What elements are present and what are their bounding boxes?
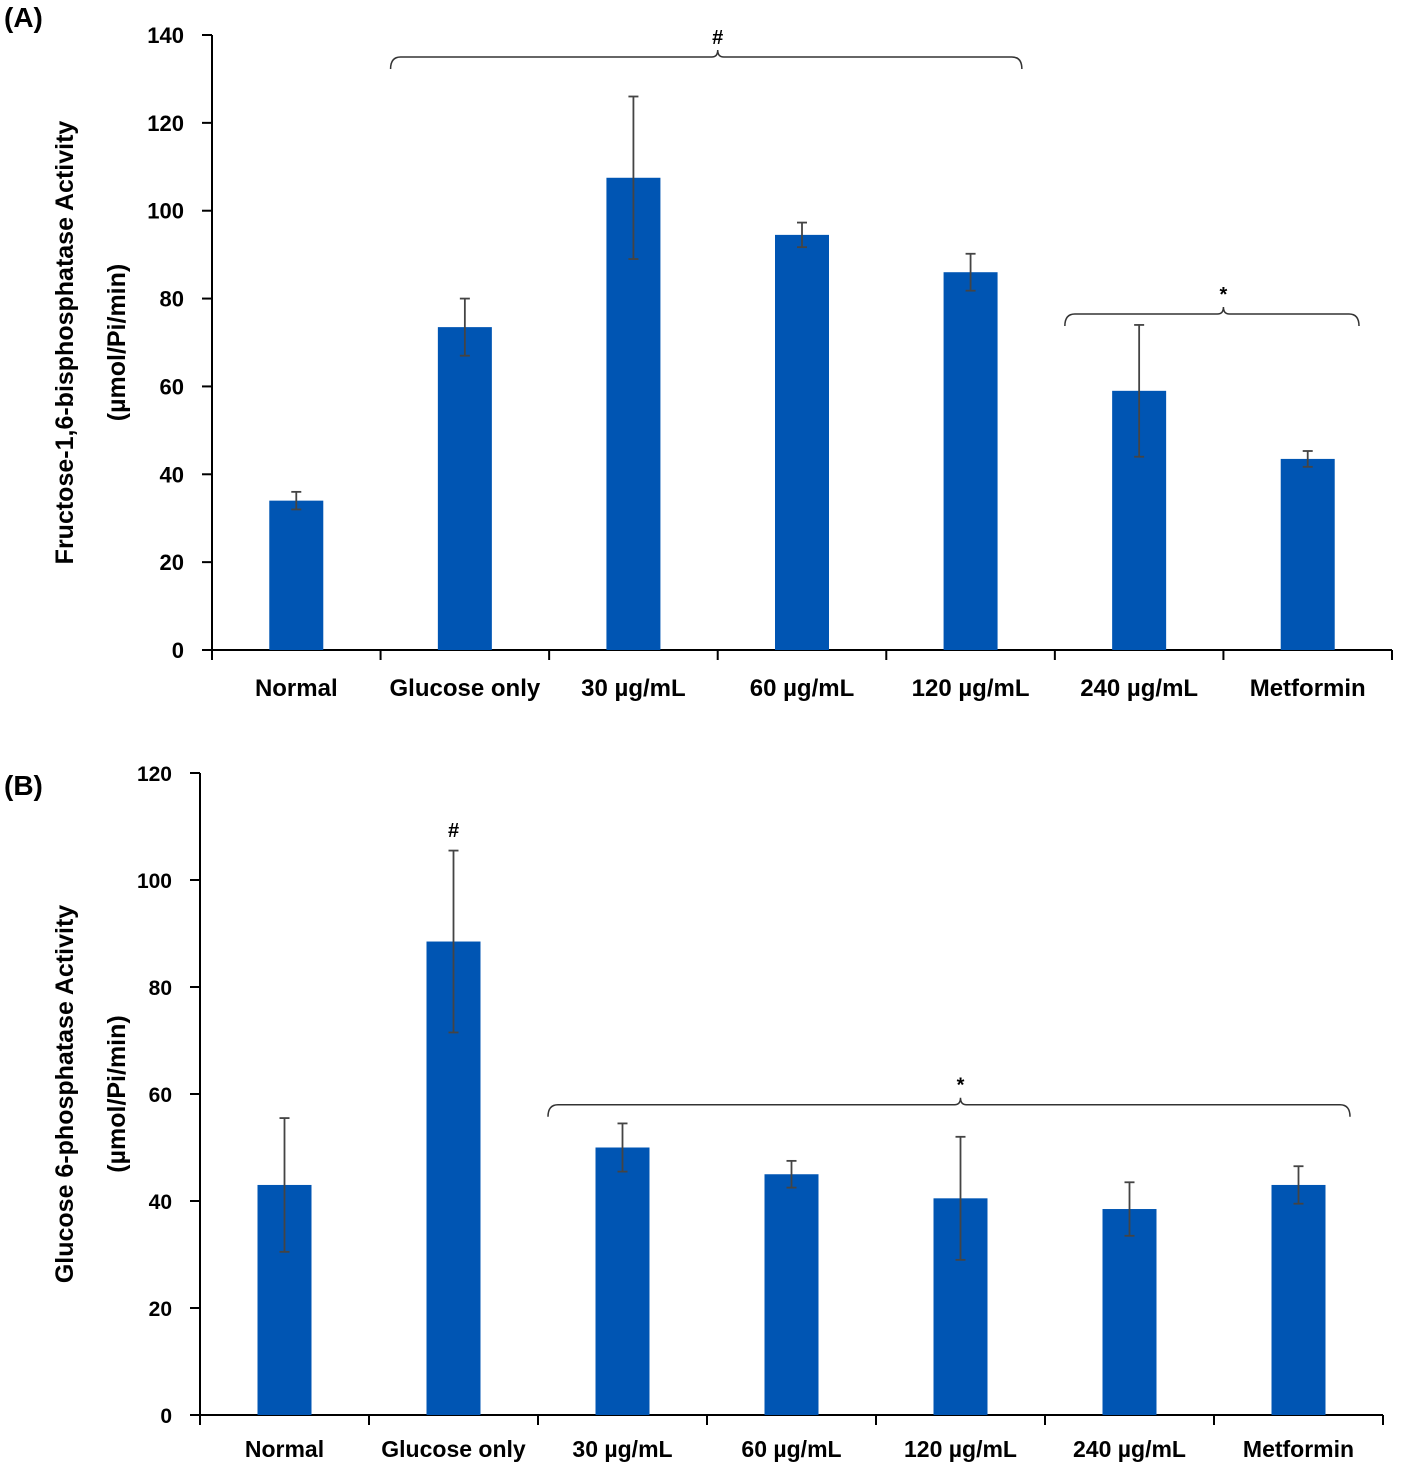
y-tick-label: 60	[160, 374, 184, 399]
significance-mark: *	[957, 1075, 965, 1097]
bar	[775, 234, 829, 650]
category-label: 60 µg/mL	[750, 675, 855, 702]
y-tick-label: 100	[137, 870, 172, 893]
y-tick-label: 80	[149, 977, 172, 1000]
significance-mark: *	[1220, 284, 1228, 306]
category-label: 240 µg/mL	[1080, 675, 1198, 702]
bar	[595, 1147, 650, 1415]
y-axis-title-line: Glucose 6-phosphatase Activity	[51, 905, 79, 1283]
category-label: Glucose only	[390, 675, 541, 702]
category-label: Metformin	[1243, 1436, 1354, 1462]
y-tick-label: 20	[149, 1298, 172, 1321]
category-label: 60 µg/mL	[741, 1436, 841, 1462]
y-tick-label: 120	[147, 111, 184, 136]
panel-label-b: (B)	[4, 770, 43, 801]
bar	[1280, 458, 1335, 650]
y-axis-title-line: (µmol/Pi/min)	[103, 264, 131, 421]
y-axis-title-line: Fructose-1,6-bisphosphatase Activity	[51, 121, 79, 565]
chart-b: 0 20 40 60 80 100 120 Normal Glucose only 30 µg/m…	[51, 763, 1384, 1462]
category-label: 120 µg/mL	[912, 675, 1030, 702]
y-tick-label: 40	[160, 462, 184, 487]
category-label: 30 µg/mL	[581, 675, 686, 702]
y-tick-label: 120	[137, 763, 172, 786]
y-tick-label: 100	[147, 199, 184, 224]
y-axis-title-line: (µmol/Pi/min)	[103, 1015, 131, 1172]
y-tick-label: 60	[149, 1084, 172, 1107]
significance-brace	[1064, 306, 1360, 326]
category-label: Normal	[245, 1436, 324, 1462]
y-tick-label: 0	[172, 638, 184, 663]
y-tick-label: 80	[160, 287, 184, 312]
category-label: 240 µg/mL	[1073, 1436, 1186, 1462]
bar	[437, 327, 492, 650]
y-tick-label: 0	[160, 1405, 172, 1428]
bar	[943, 272, 998, 650]
chart-a: 0 20 40 60 80 100 120 140 Normal Glucose only 30 µ…	[51, 23, 1393, 702]
y-tick-label: 40	[149, 1191, 172, 1214]
category-label: Normal	[255, 675, 338, 702]
category-label: Metformin	[1250, 675, 1366, 702]
significance-brace	[547, 1097, 1351, 1117]
bar	[764, 1174, 819, 1415]
bar	[1102, 1209, 1157, 1415]
category-label: 30 µg/mL	[572, 1436, 672, 1462]
bar	[1271, 1184, 1326, 1415]
y-tick-label: 140	[147, 23, 184, 48]
category-label: 120 µg/mL	[904, 1436, 1017, 1462]
y-tick-label: 20	[160, 550, 184, 575]
category-label: Glucose only	[381, 1436, 526, 1462]
panel-label-a: (A)	[4, 2, 43, 33]
bar	[269, 500, 324, 650]
significance-brace	[389, 49, 1023, 69]
significance-mark: #	[448, 820, 459, 842]
significance-mark: #	[712, 27, 723, 49]
